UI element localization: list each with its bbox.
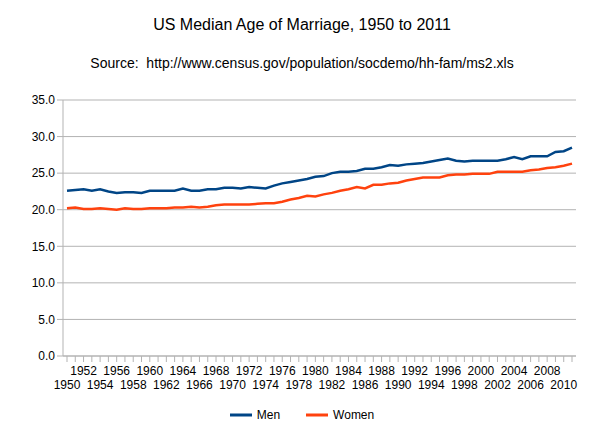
svg-text:35.0: 35.0 — [32, 93, 56, 107]
svg-text:1974: 1974 — [252, 378, 279, 392]
svg-text:10.0: 10.0 — [32, 276, 56, 290]
svg-text:2010: 2010 — [550, 378, 577, 392]
svg-text:30.0: 30.0 — [32, 130, 56, 144]
svg-text:1966: 1966 — [186, 378, 213, 392]
html-text:US Median Age of Marriage, 195: US Median Age of Marriage, 1950 to 2011 — [153, 16, 451, 33]
svg-text:2004: 2004 — [501, 364, 528, 378]
svg-text:5.0: 5.0 — [38, 313, 55, 327]
svg-text:1968: 1968 — [203, 364, 230, 378]
svg-text:1964: 1964 — [170, 364, 197, 378]
svg-text:1992: 1992 — [401, 364, 428, 378]
svg-text:1984: 1984 — [335, 364, 362, 378]
svg-text:1990: 1990 — [385, 378, 412, 392]
svg-text:1980: 1980 — [302, 364, 329, 378]
svg-text:2002: 2002 — [484, 378, 511, 392]
svg-text:1988: 1988 — [368, 364, 395, 378]
svg-text:1970: 1970 — [219, 378, 246, 392]
svg-text:1986: 1986 — [352, 378, 379, 392]
svg-text:1982: 1982 — [319, 378, 346, 392]
svg-text:2000: 2000 — [468, 364, 495, 378]
svg-text:1996: 1996 — [434, 364, 461, 378]
svg-text:1998: 1998 — [451, 378, 478, 392]
svg-text:2006: 2006 — [517, 378, 544, 392]
svg-text:1958: 1958 — [120, 378, 147, 392]
svg-text:25.0: 25.0 — [32, 166, 56, 180]
html-text:Men: Men — [256, 408, 281, 422]
svg-text:1962: 1962 — [153, 378, 180, 392]
svg-text:1976: 1976 — [269, 364, 296, 378]
svg-text:1952: 1952 — [70, 364, 97, 378]
svg-text:1960: 1960 — [136, 364, 163, 378]
svg-text:1956: 1956 — [103, 364, 130, 378]
svg-text:1972: 1972 — [236, 364, 263, 378]
html-text:Women: Women — [333, 408, 375, 422]
html-text:Source: http://www.census.gov/: Source: http://www.census.gov/population… — [90, 55, 514, 71]
svg-text:1954: 1954 — [87, 378, 114, 392]
svg-text:2008: 2008 — [534, 364, 561, 378]
svg-text:1978: 1978 — [285, 378, 312, 392]
svg-text:0.0: 0.0 — [38, 349, 55, 363]
svg-text:1994: 1994 — [418, 378, 445, 392]
svg-text:20.0: 20.0 — [32, 203, 56, 217]
svg-text:15.0: 15.0 — [32, 240, 56, 254]
svg-text:1950: 1950 — [54, 378, 81, 392]
